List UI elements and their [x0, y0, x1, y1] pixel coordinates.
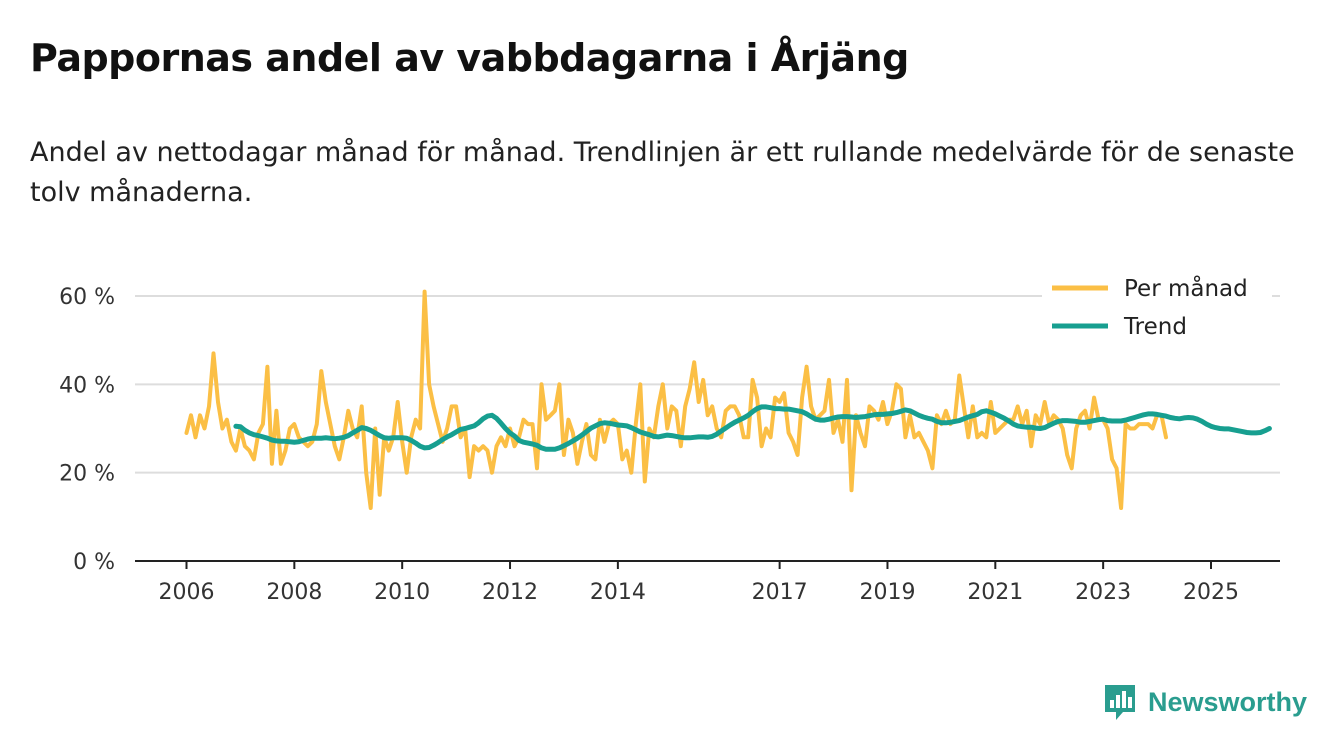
page-subtitle: Andel av nettodagar månad för månad. Tre… — [30, 137, 1295, 208]
x-tick-label: 2014 — [590, 580, 646, 605]
series-line-trend — [233, 404, 1272, 452]
y-tick-label: 20 % — [59, 462, 115, 487]
legend-label-monthly: Per månad — [1124, 274, 1248, 302]
x-tick-label: 2017 — [752, 580, 808, 605]
x-tick-label: 2023 — [1075, 580, 1131, 605]
y-tick-label: 40 % — [59, 373, 115, 398]
x-tick-label: 2006 — [159, 580, 215, 605]
legend-label-trend: Trend — [1123, 314, 1187, 340]
x-tick-label: 2008 — [266, 580, 322, 605]
brand-name: Newsworthy — [1148, 686, 1308, 717]
x-axis: 2006 2008 2010 2012 2014 2017 2019 2021 2023 2025 — [135, 560, 1280, 605]
legend-background — [1042, 268, 1272, 348]
x-tick-label: 2012 — [482, 580, 538, 605]
newsworthy-logo-icon — [1105, 685, 1135, 720]
series-line-monthly — [184, 289, 1168, 510]
plot-area — [184, 289, 1272, 510]
legend: Per månad Trend — [1042, 268, 1272, 348]
x-tick-label: 2025 — [1183, 580, 1239, 605]
x-tick-label: 2019 — [859, 580, 915, 605]
x-tick-label: 2010 — [374, 580, 430, 605]
y-axis: 0 % 20 % 40 % 60 % — [59, 285, 115, 575]
newsworthy-brand: Newsworthy — [1102, 682, 1307, 722]
y-tick-label: 0 % — [73, 550, 115, 575]
y-tick-label: 60 % — [59, 285, 115, 310]
x-tick-label: 2021 — [967, 580, 1023, 605]
page-title: Pappornas andel av vabbdagarna i Årjäng — [30, 36, 909, 80]
